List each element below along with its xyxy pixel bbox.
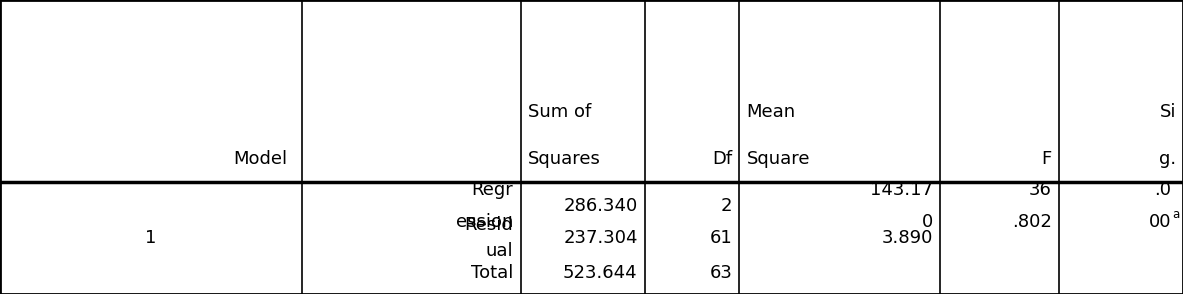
Text: 63: 63 [710,264,732,282]
Text: Sum of: Sum of [528,103,590,121]
Text: a: a [1172,208,1179,221]
Text: Model: Model [233,150,287,168]
Text: .0: .0 [1155,181,1171,198]
Text: ual: ual [486,242,513,260]
Text: 00: 00 [1149,213,1171,231]
Text: 143.17: 143.17 [871,181,933,198]
Text: Si: Si [1159,103,1176,121]
Text: 36: 36 [1029,181,1052,198]
Text: g.: g. [1159,150,1176,168]
Text: 3.890: 3.890 [883,229,933,247]
Text: Total: Total [471,264,513,282]
Text: Df: Df [712,150,732,168]
Text: 1: 1 [146,229,156,247]
Text: 2: 2 [720,197,732,215]
Text: 523.644: 523.644 [563,264,638,282]
Text: 0: 0 [922,213,933,231]
Text: Square: Square [746,150,810,168]
Text: Squares: Squares [528,150,601,168]
Text: Mean: Mean [746,103,796,121]
Text: 61: 61 [710,229,732,247]
Text: .802: .802 [1011,213,1052,231]
Text: Regr: Regr [472,181,513,198]
Text: 237.304: 237.304 [563,229,638,247]
Text: F: F [1041,150,1052,168]
Text: ession: ession [457,213,513,231]
Text: 286.340: 286.340 [563,197,638,215]
Text: Resid: Resid [465,216,513,234]
